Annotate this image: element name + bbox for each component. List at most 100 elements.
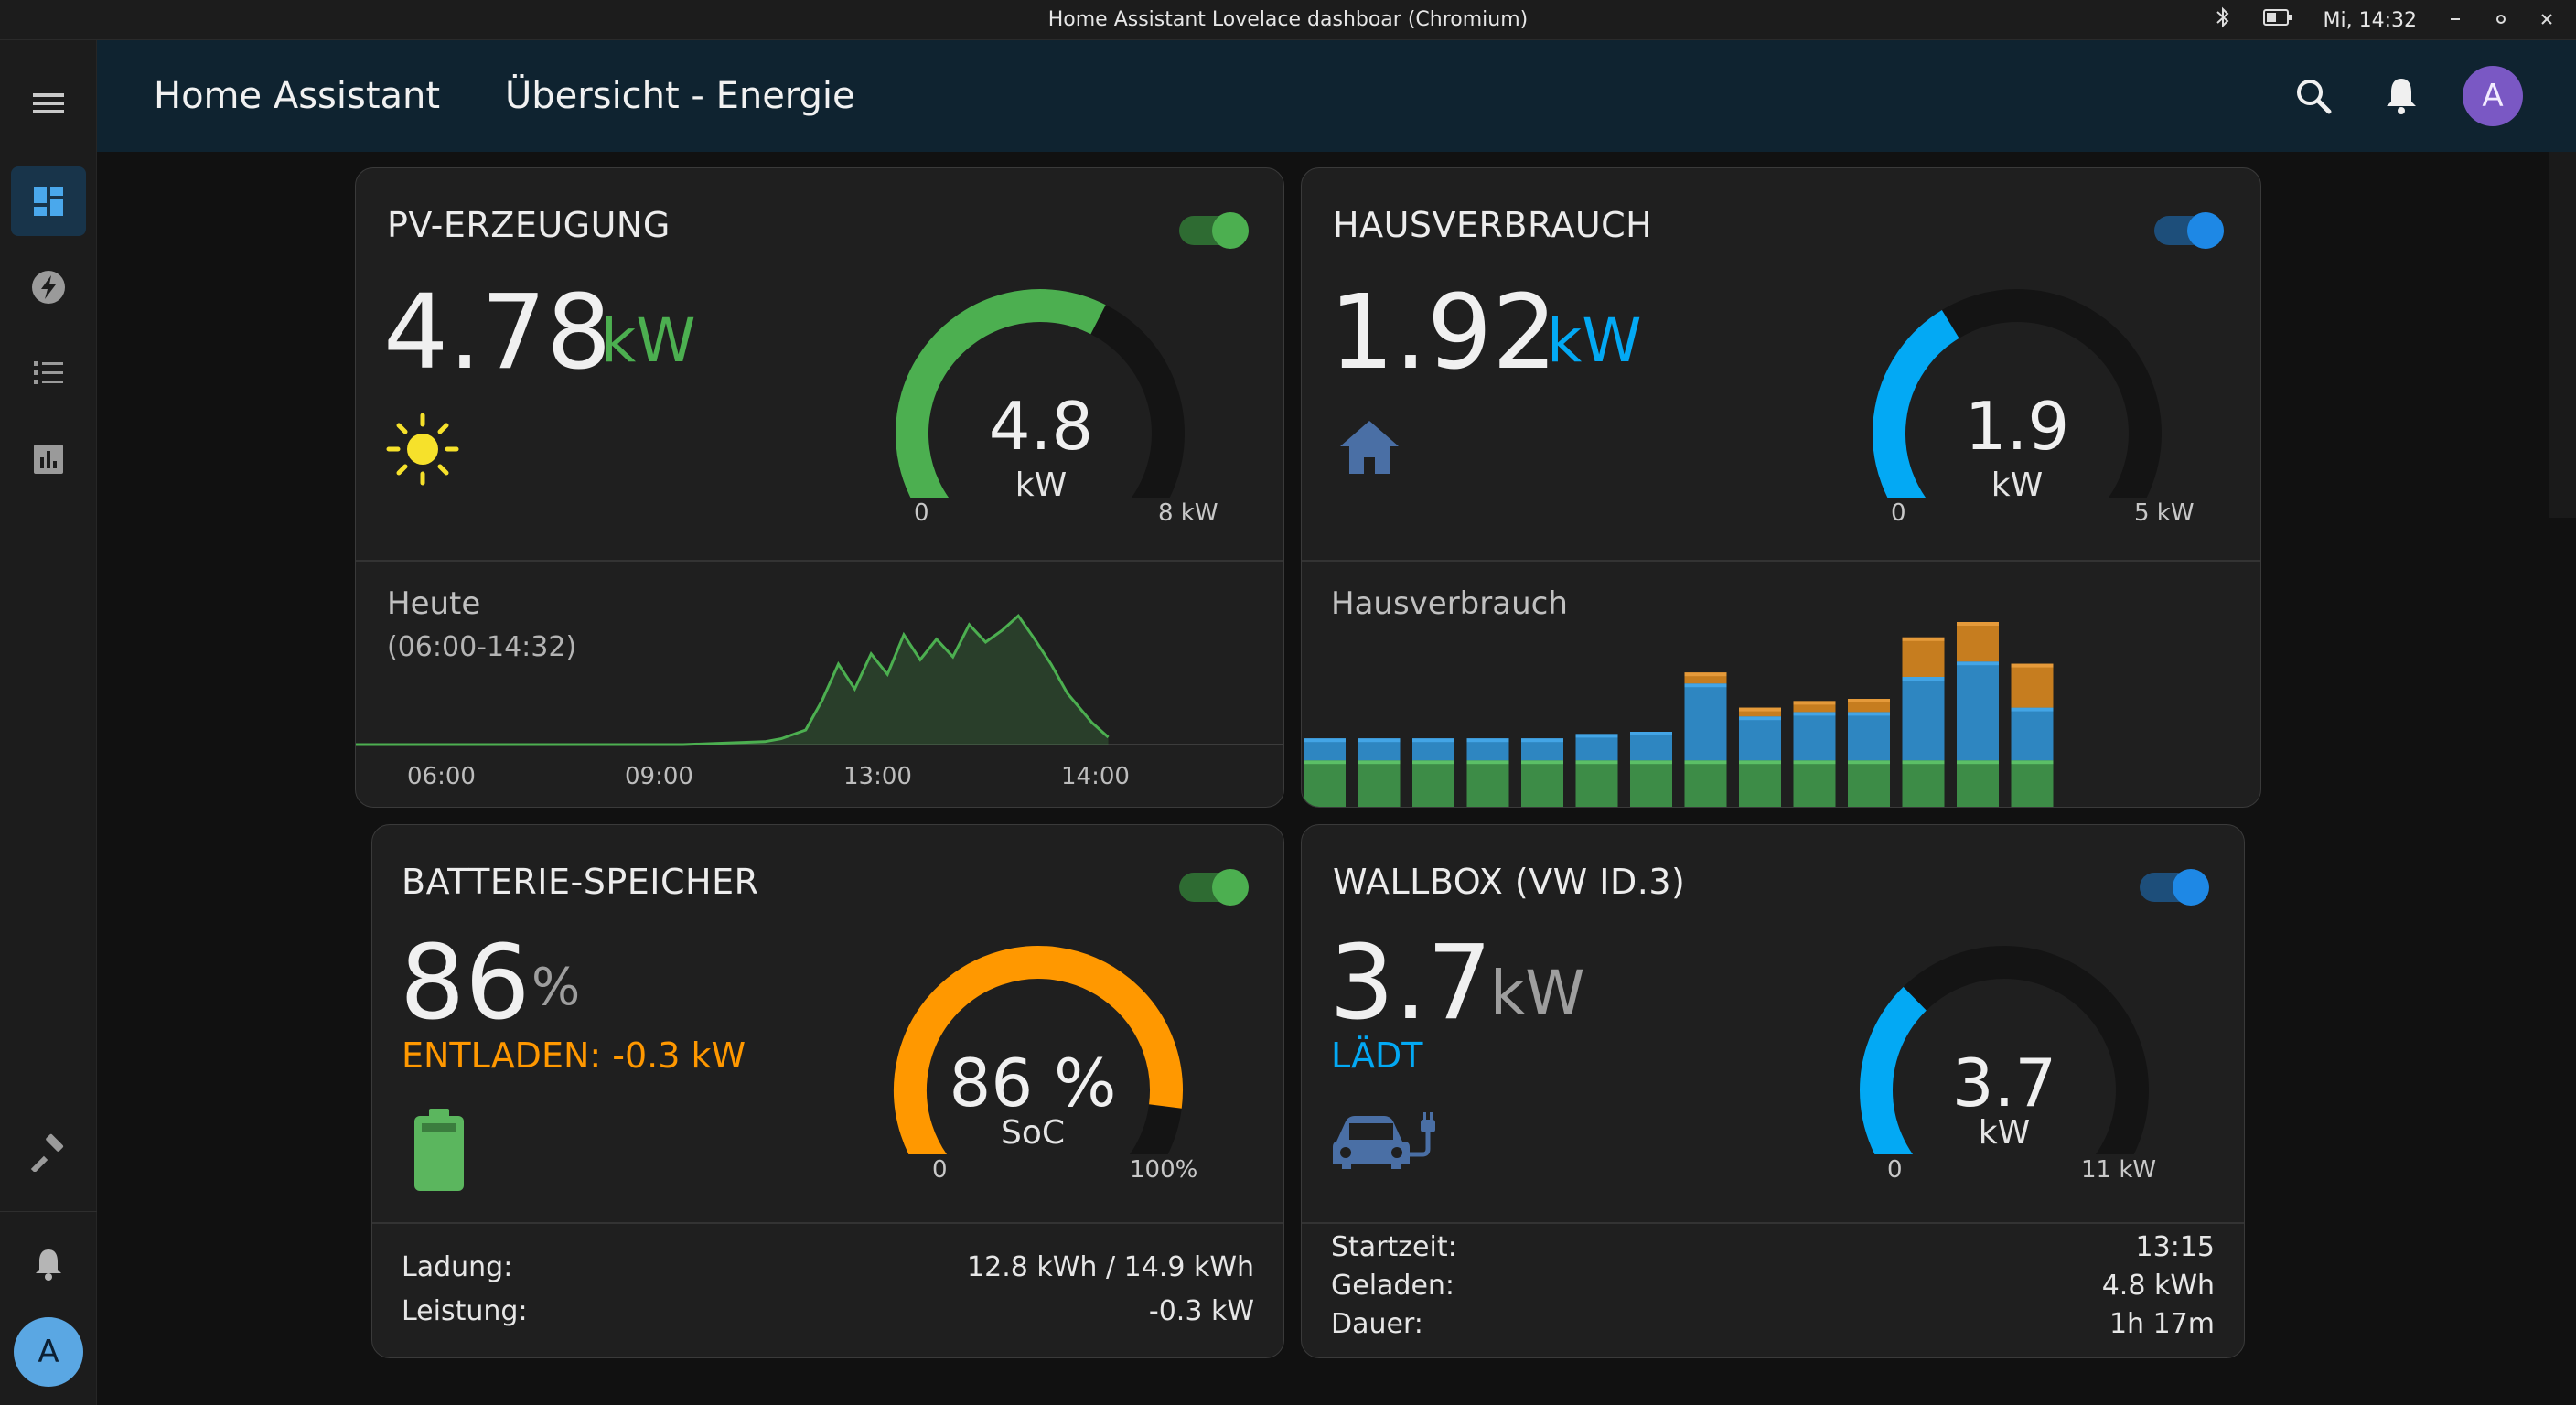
pv-toggle[interactable] [1179, 212, 1249, 249]
house-bar-cap [1848, 699, 1890, 702]
house-gauge-value: 1.9 [1964, 388, 2070, 465]
battery-status-icon[interactable] [2262, 8, 2292, 32]
battery-gauge [894, 946, 1183, 1154]
battery-gauge-min: 0 [932, 1156, 948, 1184]
pv-gauge-min: 0 [914, 499, 929, 527]
wallbox-row-label: Dauer: [1331, 1308, 1423, 1340]
house-history-chart[interactable] [1302, 562, 2261, 808]
house-bar-segment [1304, 738, 1346, 761]
house-bar-cap [1957, 760, 1999, 765]
minimize-icon[interactable] [2448, 9, 2463, 32]
house-bar-segment [1793, 760, 1836, 807]
house-bar-cap [1575, 734, 1618, 738]
house-bar-cap [1739, 716, 1781, 721]
user-avatar[interactable]: A [14, 1317, 83, 1387]
history-icon [34, 445, 63, 474]
pv-gauge [896, 289, 1185, 498]
house-bar-segment [1358, 738, 1401, 761]
sidebar-item-notifications[interactable] [11, 1229, 86, 1299]
house-unit: kW [1547, 306, 1642, 376]
house-bar-segment [1957, 760, 1999, 807]
battery-gauge-value: 86 % [949, 1045, 1117, 1121]
house-bar-segment [2011, 663, 2054, 708]
house-bar-cap [1902, 677, 1945, 681]
house-bar-cap [1466, 738, 1509, 743]
house-bar-cap [1412, 738, 1454, 743]
menu-icon[interactable] [27, 82, 70, 124]
scrollbar[interactable] [2549, 152, 2576, 518]
wallbox-gauge [1860, 946, 2149, 1154]
pv-axis-tick: 06:00 [407, 763, 476, 790]
close-icon[interactable] [2539, 9, 2554, 32]
house-bar-cap [1902, 760, 1945, 765]
sidebar-divider [0, 1211, 97, 1212]
house-card: HAUSVERBRAUCH 1.92 kW 1.9 kW 0 5 kW Haus… [1301, 167, 2261, 808]
battery-row-label: Ladung: [402, 1251, 513, 1283]
ev-charging-icon [1331, 1110, 1439, 1180]
search-icon[interactable] [2291, 73, 2336, 119]
wallbox-row-value: 4.8 kWh [2101, 1270, 2215, 1302]
house-bar-segment [2011, 760, 2054, 807]
house-gauge-unit: kW [1991, 467, 2044, 504]
house-value: 1.92 [1329, 273, 1558, 392]
sidebar-item-history[interactable] [11, 424, 86, 494]
sidebar-item-energy[interactable] [11, 252, 86, 322]
house-bar-segment [1848, 760, 1890, 807]
wallbox-card-divider [1302, 1222, 2244, 1224]
wallbox-row-value: 1h 17m [2109, 1308, 2215, 1340]
house-gauge-max: 5 kW [2134, 499, 2195, 527]
house-bar-segment [1902, 760, 1945, 807]
house-bar-segment [1902, 677, 1945, 761]
house-bar-segment [1684, 683, 1727, 761]
house-bar-segment [1304, 760, 1346, 807]
house-bar-cap [2011, 760, 2054, 765]
sidebar: A [0, 40, 97, 1405]
house-bar-segment [1684, 760, 1727, 807]
pv-value: 4.78 [383, 273, 612, 392]
wallbox-toggle[interactable] [2140, 869, 2209, 906]
house-card-title: HAUSVERBRAUCH [1333, 205, 1653, 245]
house-toggle[interactable] [2154, 212, 2224, 249]
view-title[interactable]: Übersicht - Energie [505, 75, 855, 117]
notifications-icon[interactable] [2378, 73, 2424, 119]
battery-unit: % [531, 958, 581, 1017]
house-bar-cap [1304, 738, 1346, 743]
house-bar-cap [1793, 760, 1836, 765]
battery-status: ENTLADEN: -0.3 kW [402, 1035, 746, 1076]
sidebar-item-overview[interactable] [11, 166, 86, 236]
house-bar-cap [1739, 760, 1781, 765]
pv-unit: kW [601, 306, 696, 376]
house-bar-segment [1739, 760, 1781, 807]
house-bar-cap [1848, 760, 1890, 765]
house-history-label: Hausverbrauch [1331, 585, 1568, 622]
os-title-bar: Home Assistant Lovelace dashboar (Chromi… [0, 0, 2576, 40]
pv-axis-tick: 14:00 [1061, 763, 1130, 790]
clock[interactable]: Mi, 14:32 [2323, 8, 2417, 32]
home-icon [1336, 417, 1402, 481]
house-gauge [1873, 289, 2162, 498]
house-bar-cap [2011, 707, 2054, 712]
restore-icon[interactable] [2494, 9, 2508, 32]
house-bar-cap [1848, 712, 1890, 716]
wallbox-gauge-max: 11 kW [2081, 1156, 2157, 1184]
bluetooth-icon[interactable] [2214, 6, 2232, 34]
house-bar-segment [1630, 760, 1672, 807]
house-bar-cap [1793, 712, 1836, 716]
dashboard-icon [34, 187, 63, 216]
wallbox-unit: kW [1490, 958, 1585, 1028]
house-bar-cap [1902, 637, 1945, 641]
battery-row-value: 12.8 kWh / 14.9 kWh [967, 1251, 1254, 1283]
battery-toggle[interactable] [1179, 869, 1249, 906]
sidebar-item-developer-tools[interactable] [11, 1118, 86, 1187]
house-bar-cap [1358, 760, 1401, 765]
wallbox-gauge-value: 3.7 [1951, 1045, 2057, 1121]
house-gauge-min: 0 [1891, 499, 1906, 527]
wallbox-row-label: Startzeit: [1331, 1231, 1457, 1263]
wallbox-card: WALLBOX (VW ID.3) 3.7 kW LÄDT 3.7 kW 0 1… [1301, 824, 2245, 1358]
house-bar-segment [1793, 712, 1836, 761]
pv-history-chart[interactable] [356, 562, 1284, 808]
pv-chart-line [356, 613, 1110, 746]
header-avatar[interactable]: A [2463, 66, 2523, 126]
sidebar-item-logbook[interactable] [11, 338, 86, 408]
house-bar-cap [1630, 760, 1672, 765]
